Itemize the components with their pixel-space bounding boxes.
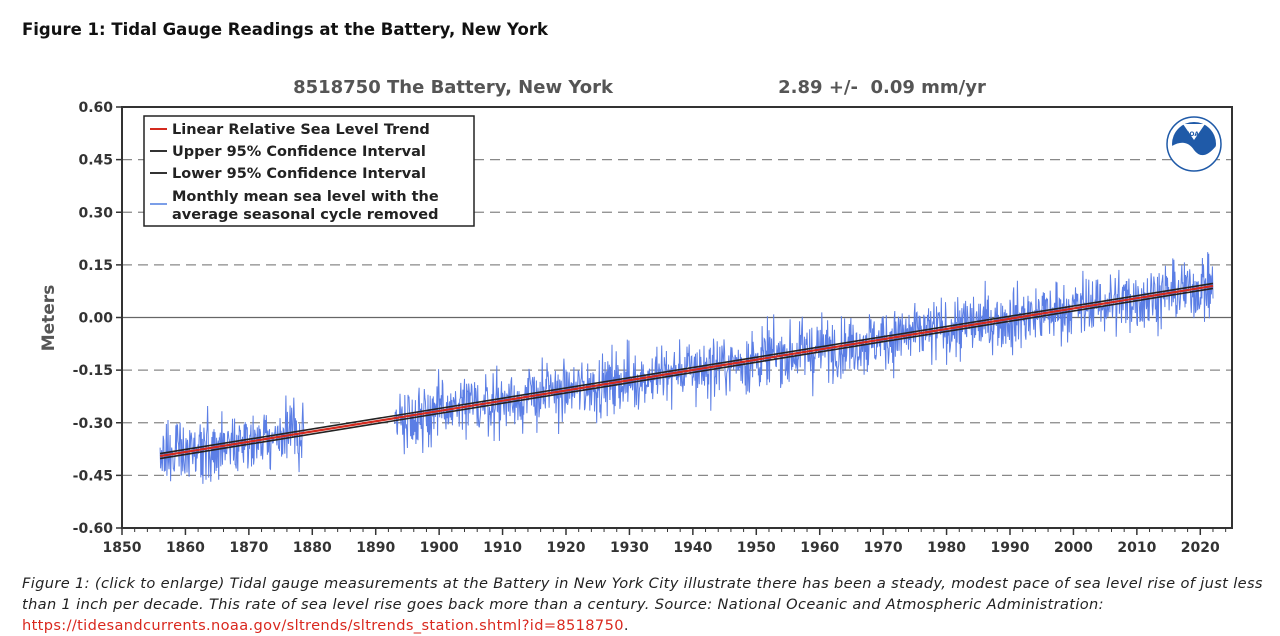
x-tick-label: 2020 (1181, 540, 1220, 556)
y-tick-label: -0.60 (73, 521, 114, 537)
x-tick-label: 1960 (800, 540, 839, 556)
x-tick-label: 2000 (1054, 540, 1093, 556)
caption-end: . (623, 617, 629, 634)
legend-label: Lower 95% Confidence Interval (172, 166, 426, 182)
x-tick-label: 1860 (166, 540, 205, 556)
noaa-logo: NOAA (1166, 116, 1222, 172)
x-tick-label: 2010 (1117, 540, 1156, 556)
x-tick-label: 1930 (610, 540, 649, 556)
y-axis-label: Meters (39, 285, 59, 352)
monthly-series-line (159, 395, 305, 484)
upper-ci-line (159, 282, 1214, 455)
trend-line (159, 284, 1214, 458)
x-tick-label: 1940 (673, 540, 712, 556)
x-tick-label: 1920 (547, 540, 586, 556)
chart-subtitle: 2.89 +/- 0.09 mm/yr (778, 77, 986, 98)
legend-label: average seasonal cycle removed (172, 207, 438, 223)
figure-title: Figure 1: Tidal Gauge Readings at the Ba… (22, 20, 548, 39)
y-tick-label: 0.30 (78, 205, 113, 221)
y-tick-label: -0.45 (73, 468, 113, 484)
legend-label: Linear Relative Sea Level Trend (172, 122, 430, 138)
x-tick-label: 1990 (991, 540, 1030, 556)
y-tick-label: -0.15 (73, 363, 113, 379)
x-tick-label: 1950 (737, 540, 776, 556)
x-tick-label: 1850 (103, 540, 142, 556)
legend-label: Upper 95% Confidence Interval (172, 144, 426, 160)
y-tick-label: 0.45 (78, 153, 113, 169)
tide-chart: 8518750 The Battery, New York 2.89 +/- 0… (39, 77, 1233, 556)
lower-ci-line (159, 287, 1214, 460)
y-tick-label: 0.00 (78, 311, 113, 327)
x-tick-label: 1980 (927, 540, 966, 556)
caption-text: Figure 1: (click to enlarge) Tidal gauge… (22, 575, 1263, 613)
figure-caption: Figure 1: (click to enlarge) Tidal gauge… (22, 573, 1272, 636)
x-tick-label: 1970 (864, 540, 903, 556)
x-tick-label: 1880 (293, 540, 332, 556)
legend: Linear Relative Sea Level Trend Upper 95%… (143, 115, 475, 227)
noaa-logo-text: NOAA (1184, 131, 1204, 138)
x-tick-label: 1910 (483, 540, 522, 556)
x-tick-label: 1870 (229, 540, 268, 556)
legend-label: Monthly mean sea level with the (172, 189, 439, 205)
source-link[interactable]: https://tidesandcurrents.noaa.gov/sltren… (22, 617, 624, 634)
x-tick-label: 1900 (420, 540, 459, 556)
legend-box (143, 115, 475, 227)
y-tick-label: 0.15 (78, 258, 113, 274)
y-tick-label: -0.30 (73, 416, 114, 432)
chart-title: 8518750 The Battery, New York (293, 77, 614, 98)
y-tick-label: 0.60 (78, 100, 113, 116)
x-tick-label: 1890 (356, 540, 395, 556)
